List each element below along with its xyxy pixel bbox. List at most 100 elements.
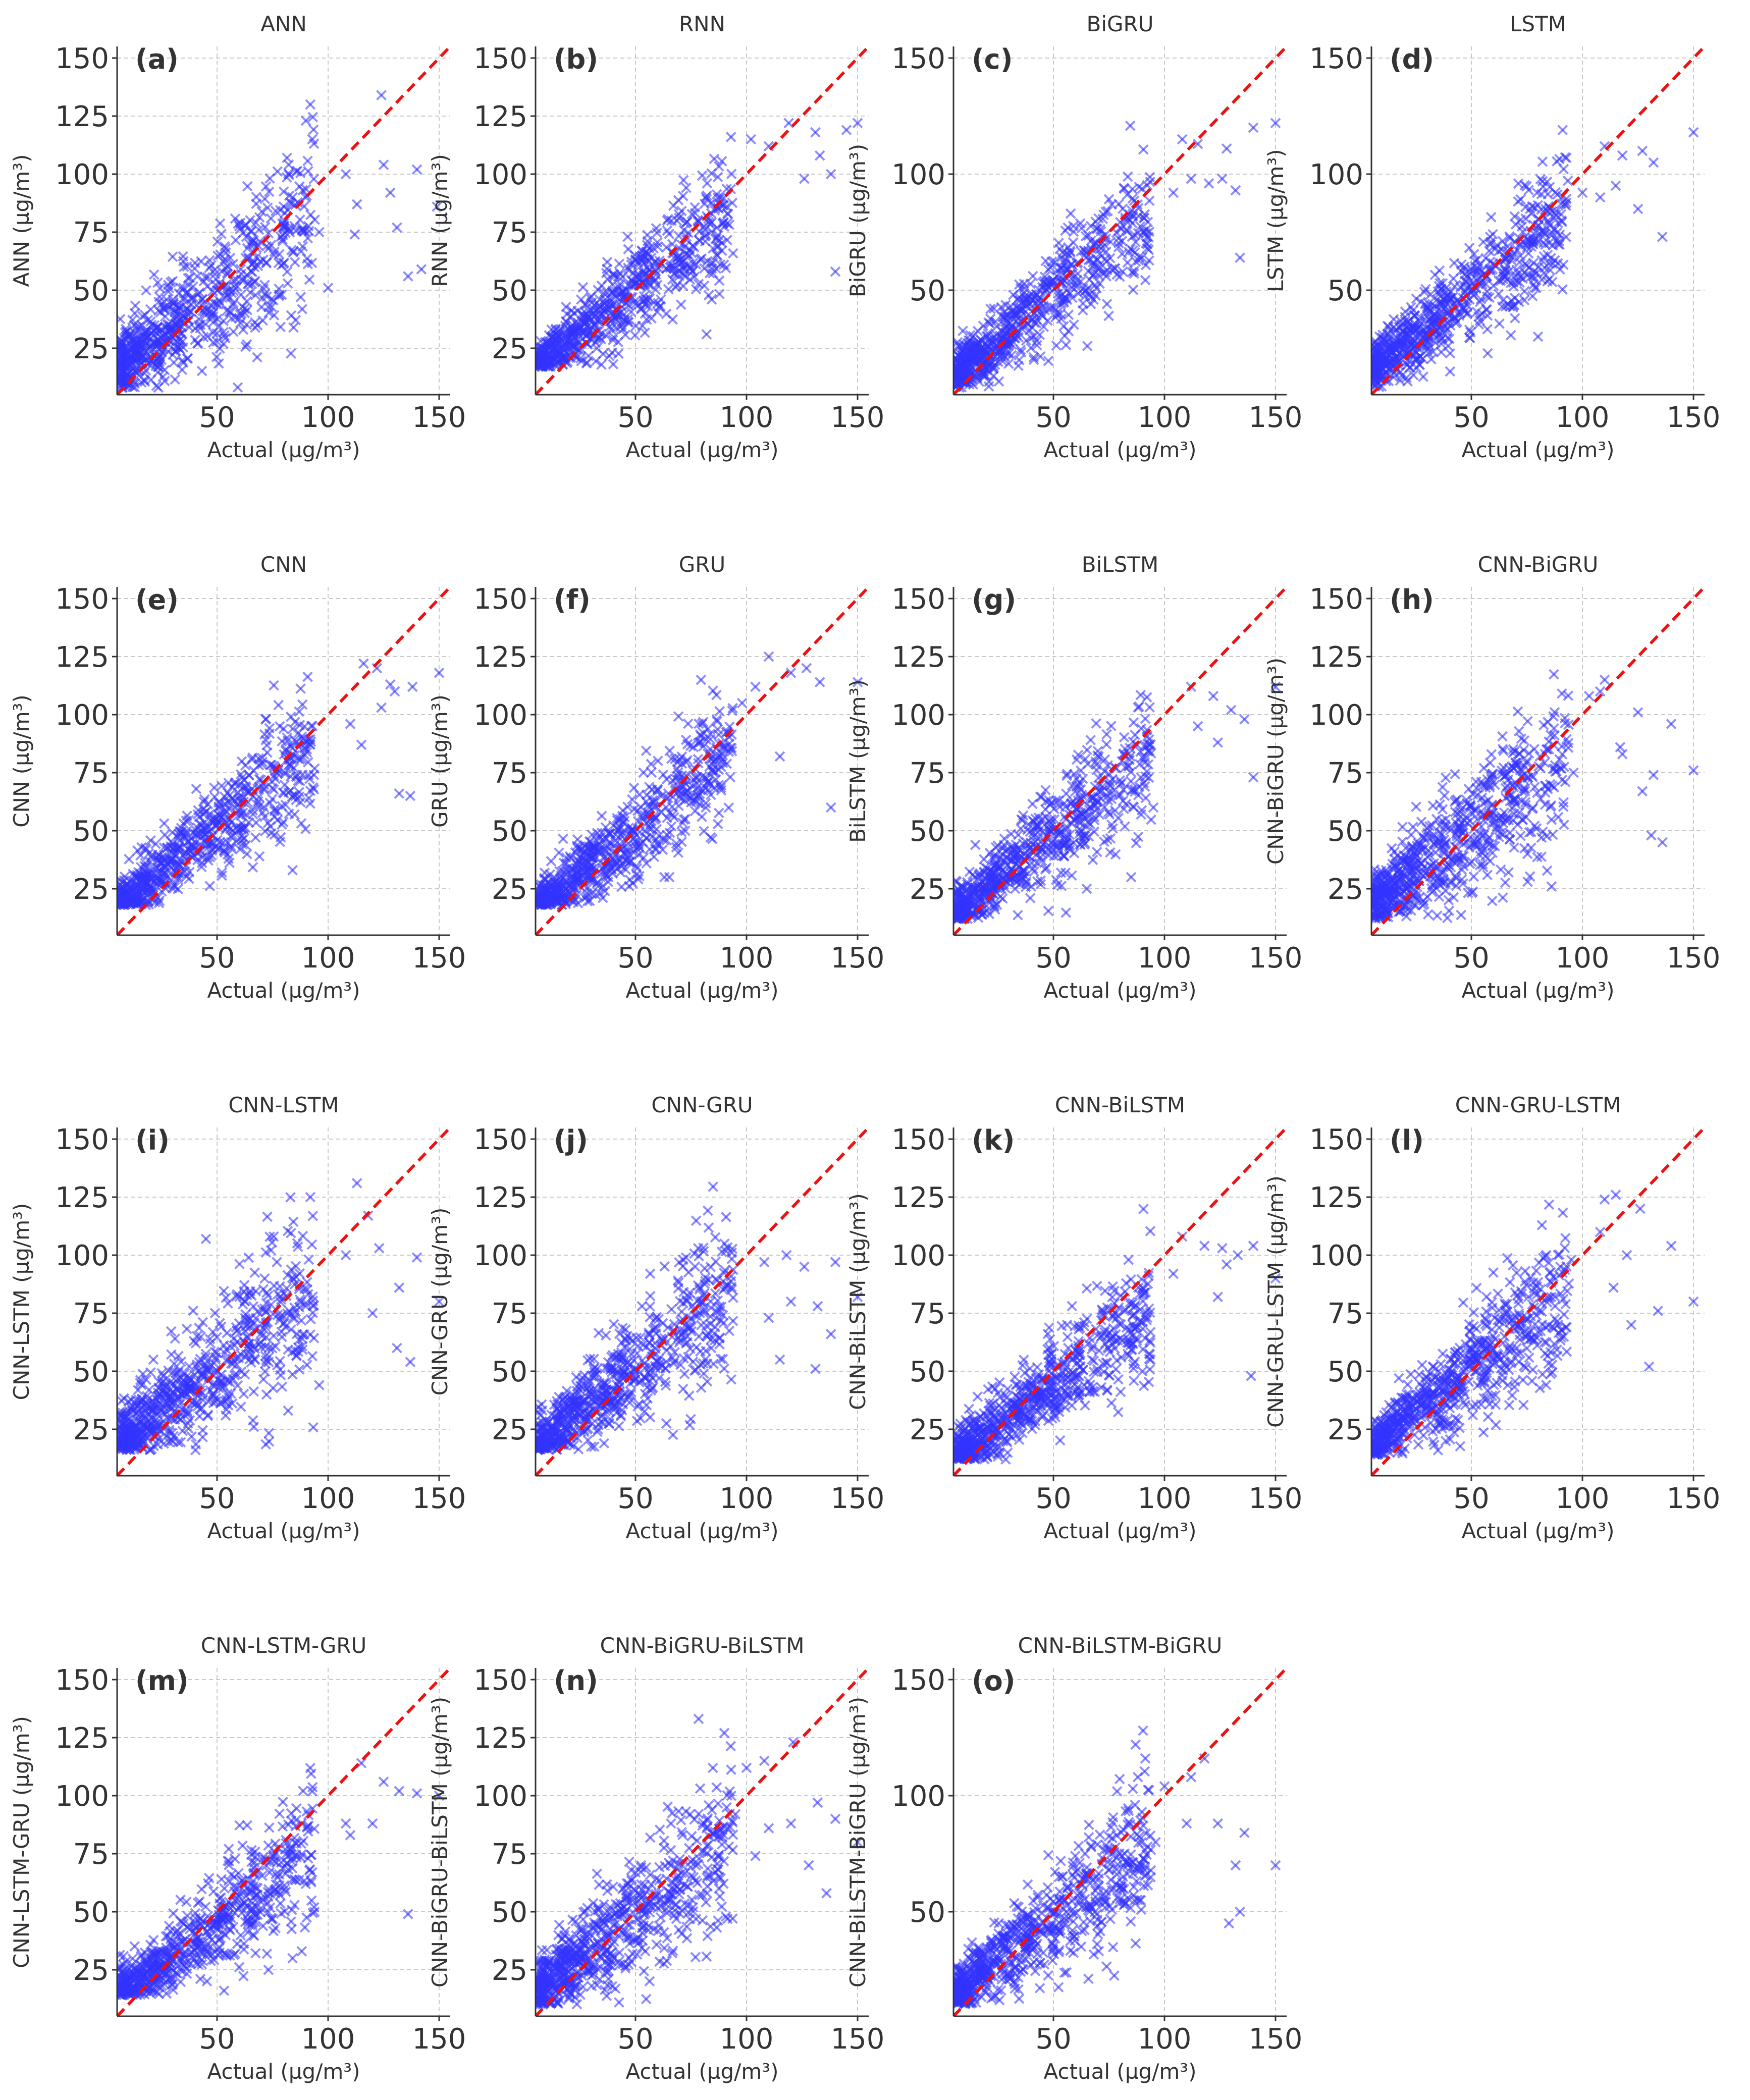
data-point xyxy=(182,261,192,272)
data-point xyxy=(682,718,694,729)
data-point xyxy=(632,268,644,280)
data-point xyxy=(629,330,641,341)
y-axis-label: BiGRU (µg/m³) xyxy=(845,144,870,297)
data-point xyxy=(678,175,689,186)
data-point xyxy=(607,300,618,310)
data-point xyxy=(687,266,698,277)
data-point xyxy=(1054,244,1065,254)
data-point xyxy=(1060,340,1072,350)
data-point xyxy=(304,773,315,784)
data-point xyxy=(224,857,235,869)
data-point xyxy=(697,170,708,181)
data-point xyxy=(1065,247,1076,258)
data-point xyxy=(1442,307,1453,318)
data-point xyxy=(260,181,272,192)
y-axis-label: GRU (µg/m³) xyxy=(428,694,452,828)
data-point xyxy=(1449,281,1460,292)
data-point xyxy=(1025,279,1036,289)
outlier-point xyxy=(394,788,405,799)
data-point xyxy=(1052,307,1063,318)
data-point xyxy=(1091,718,1102,729)
data-point xyxy=(135,850,146,861)
y-tick-label: 125 xyxy=(55,100,109,133)
data-point xyxy=(641,314,652,325)
data-point xyxy=(269,805,280,817)
data-point xyxy=(549,345,560,356)
outlier-point xyxy=(736,697,748,709)
data-point xyxy=(572,898,584,908)
data-point xyxy=(174,302,185,313)
data-point xyxy=(269,680,279,691)
outlier-point xyxy=(323,282,334,293)
data-point xyxy=(676,205,687,217)
data-point xyxy=(287,791,298,802)
data-point xyxy=(701,734,712,745)
data-point xyxy=(1103,310,1114,321)
data-point xyxy=(178,256,189,266)
y-axis-label: LSTM (µg/m³) xyxy=(1263,149,1288,292)
data-point xyxy=(228,258,239,270)
data-point xyxy=(1057,289,1068,300)
data-point xyxy=(269,310,280,321)
data-point xyxy=(1528,279,1539,290)
outlier-point xyxy=(305,99,316,110)
data-point xyxy=(140,328,151,339)
y-axis-label: CNN (µg/m³) xyxy=(9,694,34,828)
data-point xyxy=(1511,264,1522,275)
data-point xyxy=(1535,174,1546,185)
data-point xyxy=(252,352,262,363)
data-point xyxy=(619,309,630,320)
data-point xyxy=(207,317,219,328)
data-point xyxy=(1562,175,1573,186)
panel-letter: (a) xyxy=(135,43,179,75)
data-point xyxy=(614,258,625,270)
data-point xyxy=(251,799,262,810)
data-point xyxy=(140,842,151,853)
data-point xyxy=(137,886,148,897)
outlier-point xyxy=(1270,118,1281,129)
data-point xyxy=(536,898,544,909)
data-point xyxy=(680,734,692,745)
data-point xyxy=(296,246,306,257)
data-point xyxy=(565,328,576,339)
outlier-point xyxy=(389,686,400,697)
y-axis-label: ANN (µg/m³) xyxy=(9,154,34,287)
data-point xyxy=(1534,228,1546,239)
data-point xyxy=(124,353,135,364)
data-point xyxy=(170,374,181,385)
data-point xyxy=(576,308,588,319)
data-point xyxy=(201,821,213,832)
data-point xyxy=(280,799,291,811)
data-point xyxy=(117,879,126,890)
data-point xyxy=(307,721,318,732)
data-point xyxy=(1544,182,1555,192)
data-point xyxy=(1005,301,1016,312)
data-point xyxy=(302,155,313,167)
data-point xyxy=(1077,305,1088,316)
data-point xyxy=(596,811,607,822)
data-point xyxy=(1557,125,1568,136)
data-point xyxy=(990,316,1001,327)
data-point xyxy=(1021,335,1032,346)
data-point xyxy=(707,834,718,844)
data-point xyxy=(117,341,125,352)
data-point xyxy=(610,835,621,846)
data-point xyxy=(1055,299,1066,310)
data-point xyxy=(304,739,315,750)
data-point xyxy=(696,731,707,742)
outlier-point xyxy=(799,173,810,184)
outlier-point xyxy=(345,718,356,729)
data-point xyxy=(1549,255,1560,266)
outlier-point xyxy=(783,118,794,129)
data-point xyxy=(646,767,657,778)
data-point xyxy=(665,261,676,273)
data-point xyxy=(675,299,686,310)
data-point xyxy=(1514,296,1524,307)
data-point xyxy=(233,787,243,798)
data-point xyxy=(610,856,621,867)
data-point xyxy=(182,837,193,848)
data-point xyxy=(1434,298,1445,309)
data-point xyxy=(1144,172,1155,183)
data-point xyxy=(1065,208,1076,219)
outlier-point xyxy=(825,802,836,813)
